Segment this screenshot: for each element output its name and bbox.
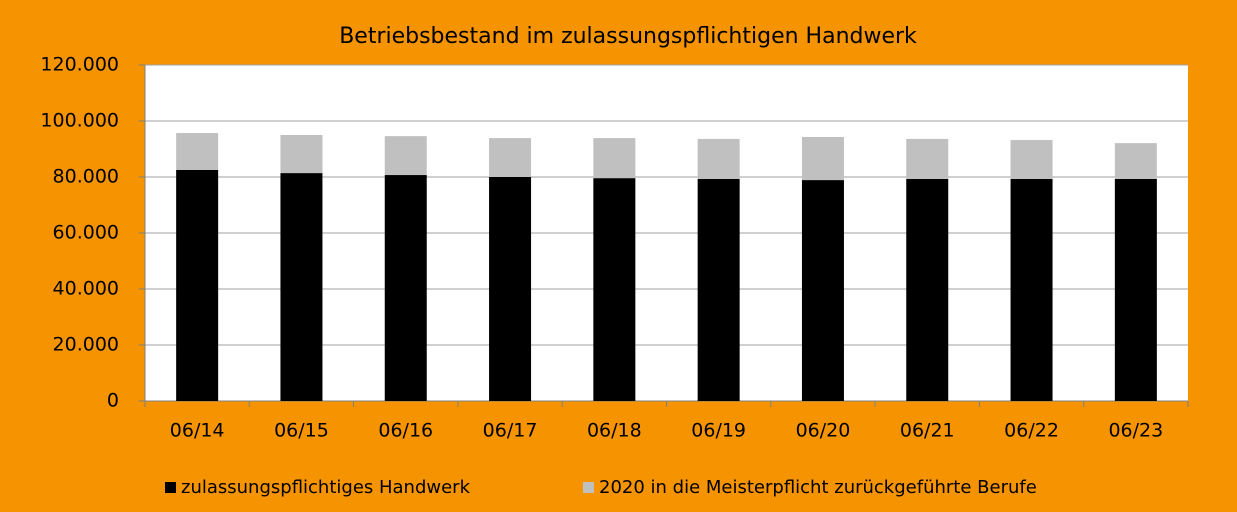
legend-swatch: [583, 482, 594, 493]
y-tick-label: 40.000: [53, 278, 119, 300]
x-tick-label: 06/16: [378, 420, 433, 442]
x-tick-label: 06/23: [1108, 420, 1163, 442]
x-tick-label: 06/18: [587, 420, 642, 442]
y-tick-label: 80.000: [53, 166, 119, 188]
bar-segment: [1114, 178, 1157, 401]
x-tick-label: 06/19: [691, 420, 746, 442]
bar-segment: [593, 138, 636, 179]
bar-segment: [593, 178, 636, 401]
bar-segment: [906, 138, 949, 179]
bar-segment: [489, 177, 532, 401]
x-tick-label: 06/20: [796, 420, 851, 442]
bar-segment: [384, 136, 427, 176]
x-tick-label: 06/21: [900, 420, 955, 442]
y-tick-label: 100.000: [40, 110, 119, 132]
bar-segment: [280, 135, 323, 174]
legend-label: 2020 in die Meisterpflicht zurückgeführt…: [599, 477, 1037, 498]
bar-segment: [801, 136, 844, 181]
bar-segment: [176, 170, 219, 401]
bar-segment: [697, 178, 740, 401]
x-tick-label: 06/22: [1004, 420, 1059, 442]
bar-segment: [384, 175, 427, 401]
bar-segment: [1010, 178, 1053, 401]
y-tick-label: 120.000: [40, 54, 119, 76]
x-tick-label: 06/14: [170, 420, 225, 442]
bar-segment: [697, 138, 740, 179]
bar-segment: [489, 138, 532, 177]
bar-segment: [1010, 140, 1053, 179]
bar-segment: [906, 178, 949, 401]
legend-label: zulassungspflichtiges Handwerk: [181, 477, 471, 498]
x-tick-label: 06/17: [483, 420, 538, 442]
y-tick-label: 0: [107, 390, 119, 412]
bar-segment: [176, 133, 219, 170]
bar-segment: [1114, 143, 1157, 179]
legend-swatch: [165, 482, 176, 493]
x-tick-label: 06/15: [274, 420, 329, 442]
y-tick-label: 60.000: [53, 222, 119, 244]
y-tick-label: 20.000: [53, 334, 119, 356]
bar-segment: [801, 180, 844, 401]
bar-segment: [280, 173, 323, 401]
chart-title: Betriebsbestand im zulassungspflichtigen…: [339, 24, 917, 49]
